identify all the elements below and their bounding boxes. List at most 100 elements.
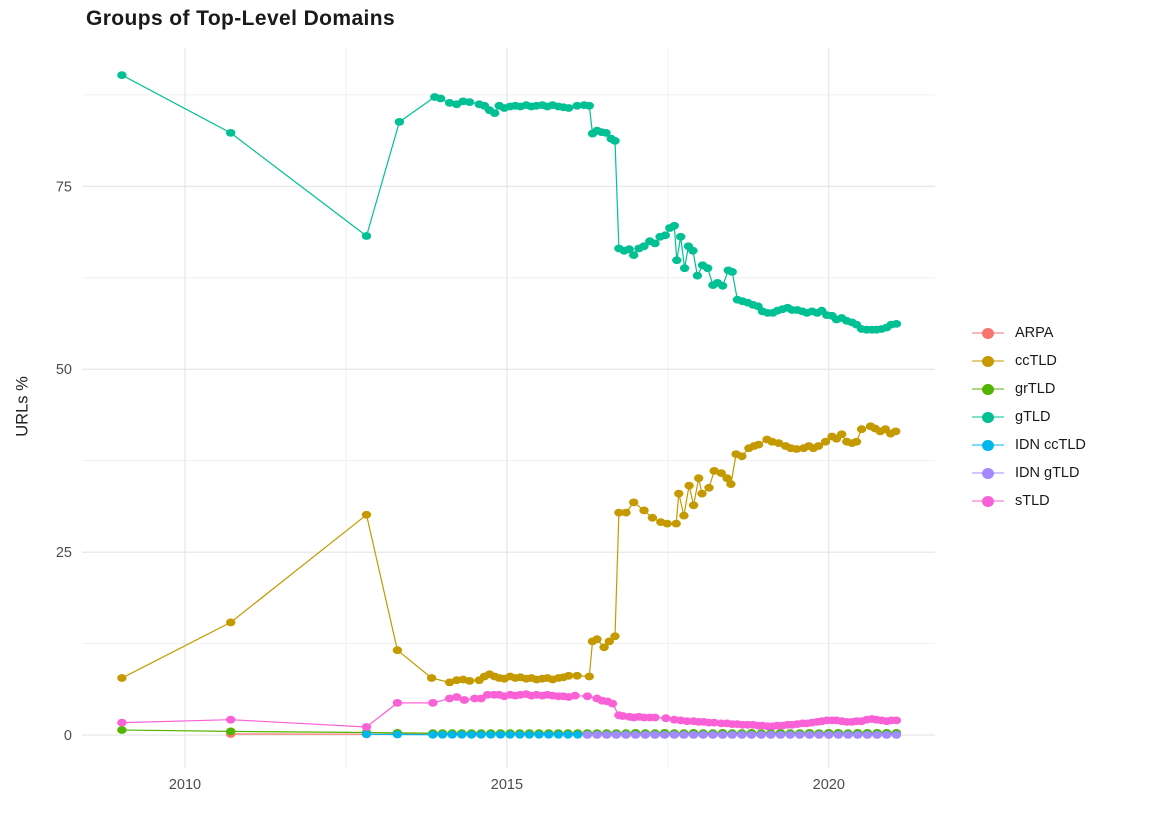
data-point [650,731,660,739]
data-point [660,231,670,240]
data-point [444,99,455,107]
data-point [688,731,699,739]
data-point [621,731,631,739]
data-point [737,731,747,739]
series-stld [117,690,902,731]
data-point [703,264,713,273]
data-point [679,511,689,520]
legend-item-gtld: gTLD [972,403,1086,431]
data-point [804,731,815,739]
data-point [851,437,862,446]
data-point [814,731,824,739]
data-point [791,445,802,453]
data-point [824,731,834,739]
data-point [716,469,726,477]
data-point [226,618,236,627]
legend-item-arpa: ARPA [972,319,1086,347]
data-point [629,251,639,259]
data-point [447,730,457,739]
data-point [464,677,475,685]
legend-label: ccTLD [1015,353,1057,369]
data-point [659,731,670,739]
legend-key-icon [972,382,1004,396]
data-point [584,672,594,681]
data-point [717,731,728,739]
data-point [610,137,620,145]
data-point [862,731,873,739]
data-point [428,699,438,707]
data-point [650,239,660,248]
data-point [563,730,573,739]
data-point [476,730,486,739]
legend-key-icon [972,494,1004,508]
legend-key-icon [972,354,1004,368]
data-point [688,501,699,510]
data-point [226,715,236,724]
data-point [872,731,882,739]
data-point [630,731,641,739]
data-point [582,731,593,739]
data-point [495,730,506,739]
data-point [226,727,236,736]
legend-label: grTLD [1015,381,1056,397]
data-point [361,232,372,240]
data-point [679,264,690,273]
data-point [437,730,448,739]
data-point [856,425,867,434]
data-point [459,696,470,704]
data-point [452,693,462,701]
data-point [640,731,650,739]
y-tick-label: 25 [56,545,72,561]
x-tick-label: 2010 [169,777,201,793]
data-point [444,678,455,687]
series-gtld [117,71,902,334]
y-tick-label: 50 [56,362,72,378]
data-point [820,437,831,446]
data-point [624,245,634,254]
data-point [813,442,824,450]
data-point [647,513,658,522]
data-point [564,671,574,680]
data-point [684,481,694,490]
data-point [490,109,500,117]
data-point [515,730,525,739]
data-point [599,643,609,652]
data-point [629,498,639,507]
legend: ARPA ccTLD grTLD gTLD IDN ccTLD IDN gTLD sTLD [972,319,1086,515]
gridlines-major [82,48,935,768]
data-point [564,104,574,112]
data-point [661,714,671,723]
y-tick-label: 0 [64,728,72,744]
data-point [891,427,901,436]
data-point [639,506,649,515]
data-point [727,731,737,739]
data-point [361,723,372,731]
data-point [392,699,403,707]
data-point [610,632,620,641]
data-point [117,674,127,682]
data-point [688,246,698,255]
data-point [534,730,544,739]
data-point [766,731,776,739]
data-point [584,101,594,110]
data-point [604,637,614,646]
legend-item-cctld: ccTLD [972,347,1086,375]
data-point [669,731,679,739]
data-point [392,730,403,739]
data-point [704,483,714,492]
data-point [602,731,612,739]
gridlines-minor [82,48,935,768]
data-point [753,440,764,449]
data-point [694,474,704,483]
legend-label: IDN gTLD [1015,465,1080,481]
legend-label: ARPA [1015,325,1054,341]
data-point [639,242,649,251]
data-point [692,271,703,280]
data-point [592,635,602,644]
data-point [843,731,853,739]
data-point [592,731,602,739]
data-point [775,731,786,739]
legend-item-idn-gtld: IDN gTLD [972,459,1086,487]
data-point [837,430,847,439]
data-point [891,731,902,739]
